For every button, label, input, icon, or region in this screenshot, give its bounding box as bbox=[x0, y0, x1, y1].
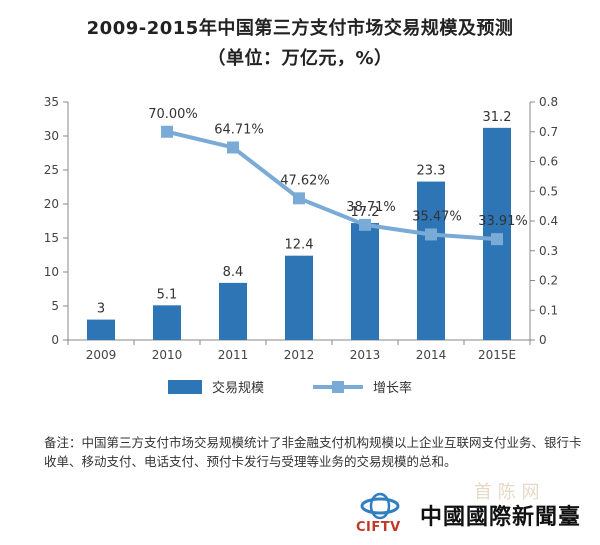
line-point bbox=[161, 125, 173, 138]
line-data-label: 33.91% bbox=[478, 214, 528, 229]
x-tick-label: 2013 bbox=[350, 348, 381, 362]
legend-label-line: 增长率 bbox=[373, 380, 412, 396]
bar bbox=[87, 319, 115, 340]
y-left-tick-label: 35 bbox=[44, 95, 59, 109]
line-data-label: 35.47% bbox=[412, 209, 462, 224]
y-left-tick-label: 10 bbox=[44, 265, 59, 279]
y-right-tick-label: 0.4 bbox=[539, 214, 558, 228]
y-left-tick-label: 15 bbox=[44, 231, 59, 245]
chart: 0 5 10 15 20 25 30 35 0 0.1 0.2 0.3 0.4 0.5 0.6 0.7 0.8 2… bbox=[44, 95, 558, 396]
bar-data-label: 5.1 bbox=[157, 287, 178, 302]
footnote: 备注：中国第三方支付市场交易规模统计了非金融支付机构规模以上企业互联网支付业务、… bbox=[44, 435, 582, 469]
line-data-label: 47.62% bbox=[280, 173, 330, 188]
x-tick-label: 2012 bbox=[284, 348, 315, 362]
bar-data-label: 12.4 bbox=[285, 238, 314, 253]
chart-subtitle: （单位：万亿元，%） bbox=[207, 48, 393, 69]
legend-swatch-bar bbox=[168, 380, 202, 394]
y-left-tick-label: 20 bbox=[44, 197, 59, 211]
y-right-tick-label: 0.6 bbox=[539, 155, 558, 169]
bar-data-label: 23.3 bbox=[417, 164, 446, 179]
line-data-label: 38.71% bbox=[346, 200, 396, 215]
bar-data-label: 8.4 bbox=[223, 265, 244, 280]
watermark-latin-name: CIFTV bbox=[356, 520, 401, 535]
x-tick-label: 2015E bbox=[478, 348, 516, 362]
line-point bbox=[227, 141, 239, 154]
bar-data-label: 31.2 bbox=[483, 110, 512, 125]
x-tick-label: 2011 bbox=[218, 348, 249, 362]
y-right-tick-label: 0.1 bbox=[539, 303, 558, 317]
x-tick-label: 2010 bbox=[152, 348, 183, 362]
y-right-tick-label: 0.8 bbox=[539, 95, 558, 109]
y-left-tick-label: 5 bbox=[51, 299, 59, 313]
x-tick-label: 2009 bbox=[86, 348, 117, 362]
line-point bbox=[425, 228, 437, 241]
y-right-tick-label: 0.3 bbox=[539, 244, 558, 258]
ciftv-logo-icon bbox=[360, 492, 400, 520]
bar bbox=[351, 223, 379, 340]
y-right-tick-label: 0.7 bbox=[539, 125, 558, 139]
bar bbox=[219, 282, 247, 340]
line-data-label: 70.00% bbox=[148, 107, 198, 122]
chart-title: 2009-2015年中国第三方支付市场交易规模及预测 bbox=[86, 18, 514, 39]
line-point bbox=[359, 218, 371, 231]
x-tick-label: 2014 bbox=[416, 348, 447, 362]
y-left-tick-label: 25 bbox=[44, 163, 59, 177]
y-right-tick-label: 0 bbox=[539, 333, 547, 347]
bar-data-label: 3 bbox=[97, 302, 105, 317]
legend-label-bar: 交易规模 bbox=[212, 380, 264, 396]
legend-swatch-marker bbox=[332, 381, 344, 393]
bar bbox=[417, 181, 445, 340]
line-series bbox=[166, 129, 498, 242]
watermark-name: 中國國際新聞臺 bbox=[420, 504, 582, 530]
bar-data-label: 17.2 bbox=[351, 205, 380, 220]
bar bbox=[285, 255, 313, 340]
line-data-label: 64.71% bbox=[214, 122, 264, 137]
watermark-ghost-text: 首 陈 网 bbox=[474, 482, 540, 503]
y-left-tick-label: 0 bbox=[51, 333, 59, 347]
y-right-tick-label: 0.5 bbox=[539, 184, 558, 198]
y-right-tick-label: 0.2 bbox=[539, 274, 558, 288]
line-point bbox=[491, 233, 503, 246]
y-left-tick-label: 30 bbox=[44, 129, 59, 143]
bar bbox=[153, 305, 181, 340]
line-point bbox=[293, 192, 305, 205]
